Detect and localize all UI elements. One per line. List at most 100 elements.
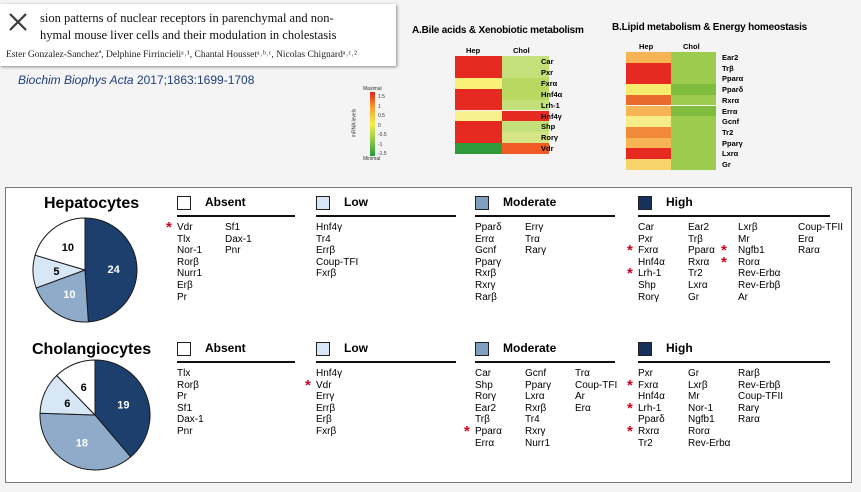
gene-name: Pr: [177, 291, 187, 303]
category-swatch: [475, 196, 489, 210]
gene-name: Trα: [525, 233, 540, 245]
expression-pie-chart: 19 18 66: [39, 359, 151, 471]
category-underline: [475, 215, 615, 217]
gene-name: Rev-Erbα: [688, 437, 731, 449]
gene-name: Car: [638, 222, 655, 233]
gene-name: Shp: [475, 379, 493, 391]
pie-slice: [39, 412, 132, 471]
significance-star-icon: *: [627, 399, 633, 417]
gene-name: Pparα: [475, 425, 502, 437]
significance-star-icon: *: [721, 242, 727, 260]
scale-max-label: Maximal: [363, 86, 382, 92]
gene-name: Erβ: [316, 414, 332, 426]
gene-name: Rev-Erbα: [738, 268, 781, 280]
category-swatch: [316, 196, 330, 210]
heatmap-b-cell: [671, 94, 716, 106]
gene-name: Fxrα: [638, 245, 659, 257]
gene-list-column: Car Shp Rorγ Ear2 Trβ Pparα Errα: [475, 368, 502, 449]
gene-name: Rarα: [738, 414, 760, 426]
heatmap-b-row-label: Pparα: [722, 74, 744, 84]
gene-list-column: Hnf4γ Tr4 Errβ Coup-TFI Fxrβ: [316, 222, 358, 280]
heatmap-a-cell: [455, 99, 502, 111]
gene-name: Nor-1: [177, 245, 203, 257]
gene-name: Trβ: [688, 233, 703, 245]
heatmap-b-cell: [626, 62, 671, 74]
article-title-line2: hymal mouse liver cells and their modula…: [40, 28, 337, 42]
gene-name: Shp: [638, 279, 656, 291]
heatmap-b-row-label: Lxrα: [722, 149, 739, 159]
gene-name: Errγ: [525, 222, 544, 233]
category-underline: [638, 361, 830, 363]
heatmap-a-cell: [502, 56, 549, 67]
heatmap-b-cell: [626, 73, 671, 85]
gene-name: Pparγ: [475, 256, 502, 268]
gene-list-column: Pxr Fxrα Hnf4α Lrh-1 Pparδ Rxrα Tr2: [638, 368, 665, 449]
gene-name: Dax-1: [225, 233, 252, 245]
gene-name: Trβ: [475, 414, 490, 426]
significance-star-icon: *: [166, 219, 172, 236]
gene-list-column: Car Pxr Fxrα Hnf4α Lrh-1 Shp Rorγ: [638, 222, 665, 303]
gene-name: Pnr: [225, 245, 241, 257]
heatmap-a-cell: [455, 66, 502, 78]
scale-tick-label: -1: [378, 141, 383, 148]
gene-list-column: Hnf4γ Vdr Errγ Errβ Erβ Fxrβ: [316, 368, 342, 438]
heatmap-a-row-label: Fxrα: [541, 78, 558, 88]
gene-name: Rxrα: [688, 256, 710, 268]
significance-star-icon: *: [305, 376, 311, 394]
gene-list-column: Gcnf Pparγ Lxrα Rxrβ Tr4 Rxrγ Nurr1: [525, 368, 551, 449]
scale-tick-label: 0: [378, 122, 381, 129]
category-label: Low: [344, 195, 368, 209]
category-underline: [177, 361, 295, 363]
heatmap-b-cell: [671, 62, 716, 74]
gene-list-column: Tlx Rorβ Pr Sf1 Dax-1 Pnr: [177, 368, 204, 438]
gene-name: Lrh-1: [638, 402, 662, 414]
significance-star-icon: *: [627, 376, 633, 394]
close-x-icon: [9, 13, 27, 31]
close-button[interactable]: [0, 4, 36, 40]
gene-name: Rxrγ: [475, 279, 496, 291]
heatmap-a-cell: [455, 88, 502, 100]
gene-name: Coup-TFII: [798, 222, 844, 233]
gene-name: Rxrα: [638, 425, 660, 437]
heatmap-b-cell: [671, 126, 716, 138]
heatmap-a-row-label: Hnf4α: [541, 89, 563, 99]
category-swatch: [638, 196, 652, 210]
gene-name: Rarγ: [738, 402, 760, 414]
gene-name: Fxrβ: [316, 268, 337, 280]
gene-list-column: Vdr Tlx Nor-1 Rorβ Nurr1 Erβ Pr: [177, 222, 202, 303]
heatmap-b-row-label: Tr2: [722, 127, 734, 137]
pie-slice: [35, 269, 89, 323]
gene-name: Mr: [738, 233, 750, 245]
gene-name: Erα: [575, 402, 591, 414]
gene-name: Nurr1: [177, 268, 203, 280]
category-swatch: [177, 342, 191, 356]
significance-star-icon: *: [627, 242, 633, 260]
gene-name: Rxrβ: [525, 402, 547, 414]
pie-slice-label: 6: [81, 382, 87, 394]
gene-name: Gr: [688, 368, 700, 379]
heatmap-b-cell: [626, 52, 671, 63]
heatmap-a-cell: [502, 99, 549, 111]
gene-name: Coup-TFI: [575, 379, 618, 391]
category-label: High: [666, 341, 693, 355]
significance-star-icon: *: [627, 265, 633, 283]
gene-name: Fxrβ: [316, 425, 337, 437]
gene-name: Rarα: [798, 245, 820, 257]
scale-tick-label: -0.5: [378, 132, 387, 138]
heatmap-a-cell: [502, 121, 549, 133]
gene-name: Pparγ: [525, 379, 552, 391]
gene-name: Rorα: [688, 425, 710, 437]
heatmap-b-cell: [626, 137, 671, 149]
gene-name: Rarβ: [738, 368, 760, 379]
heatmap-b-cell: [626, 148, 671, 159]
gene-name: Errγ: [316, 391, 335, 403]
gene-name: Coup-TFI: [316, 256, 359, 268]
heatmap-a-cell: [455, 143, 502, 155]
gene-name: Rorγ: [475, 391, 497, 403]
pie-slice: [56, 359, 96, 417]
pie-slice: [94, 359, 151, 458]
gene-name: Lxrβ: [738, 222, 758, 233]
article-title-line1: sion patterns of nuclear receptors in pa…: [40, 11, 334, 25]
gene-name: Trα: [575, 368, 590, 379]
heatmap-b-row-label: Gcnf: [722, 117, 740, 127]
